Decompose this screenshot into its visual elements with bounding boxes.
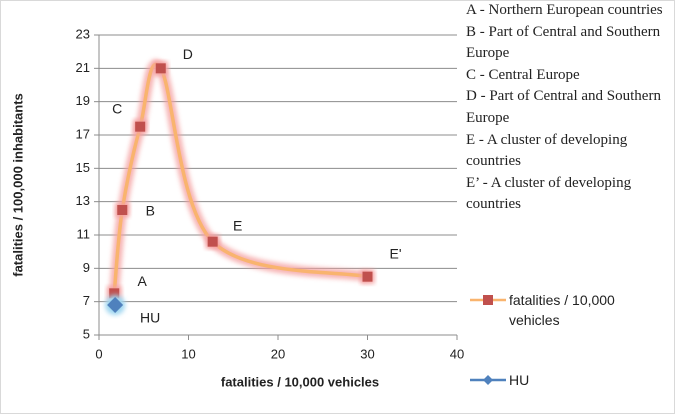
x-tick-label: 0 xyxy=(95,346,102,361)
point-label: E xyxy=(233,217,242,233)
marker xyxy=(109,288,120,299)
marker xyxy=(135,121,146,132)
marker xyxy=(362,271,373,282)
point-label: HU xyxy=(140,310,160,326)
y-tick-label: 15 xyxy=(76,160,90,175)
note: B - Part of Central and Southern Europe xyxy=(466,23,661,62)
note: A - Northern European countries xyxy=(466,2,663,18)
point-label: E' xyxy=(389,245,401,261)
y-tick-label: 7 xyxy=(83,293,90,308)
note: E’ - A cluster of developing countries xyxy=(466,174,632,213)
x-tick-label: 10 xyxy=(181,346,195,361)
y-tick-label: 19 xyxy=(76,93,90,108)
x-tick-label: 30 xyxy=(360,346,374,361)
legend-label: HU xyxy=(509,372,530,388)
note: C - Central Europe xyxy=(466,66,580,83)
y-tick-label: 17 xyxy=(76,126,90,141)
point-label: C xyxy=(112,100,122,116)
marker xyxy=(117,205,128,215)
legend-label: fatalities / 10,000 vehicles xyxy=(509,292,615,328)
y-axis-title: fatalities / 100,000 inhabitants xyxy=(10,93,25,277)
point-label: D xyxy=(183,46,193,62)
point-label: B xyxy=(146,203,155,219)
note: E - A cluster of developing countries xyxy=(466,131,628,170)
x-axis-title: fatalities / 10,000 vehicles xyxy=(221,374,379,389)
note: D - Part of Central and Southern Europe xyxy=(466,88,661,126)
y-tick-label: 21 xyxy=(76,60,90,75)
x-tick-label: 20 xyxy=(271,346,285,361)
notes: A - Northern European countries B - Part … xyxy=(466,0,674,216)
x-tick-label: 40 xyxy=(450,346,464,361)
series-line xyxy=(112,62,368,294)
y-tick-label: 9 xyxy=(83,260,90,275)
marker xyxy=(207,236,218,247)
y-tick-label: 13 xyxy=(76,193,90,208)
marker xyxy=(155,63,166,74)
y-tick-label: 23 xyxy=(76,26,90,41)
legend-marker xyxy=(483,375,493,385)
y-tick-label: 11 xyxy=(77,226,91,241)
marker xyxy=(107,297,124,313)
y-tick-label: 5 xyxy=(83,326,90,341)
point-label: A xyxy=(138,273,148,289)
legend-marker xyxy=(483,295,493,305)
